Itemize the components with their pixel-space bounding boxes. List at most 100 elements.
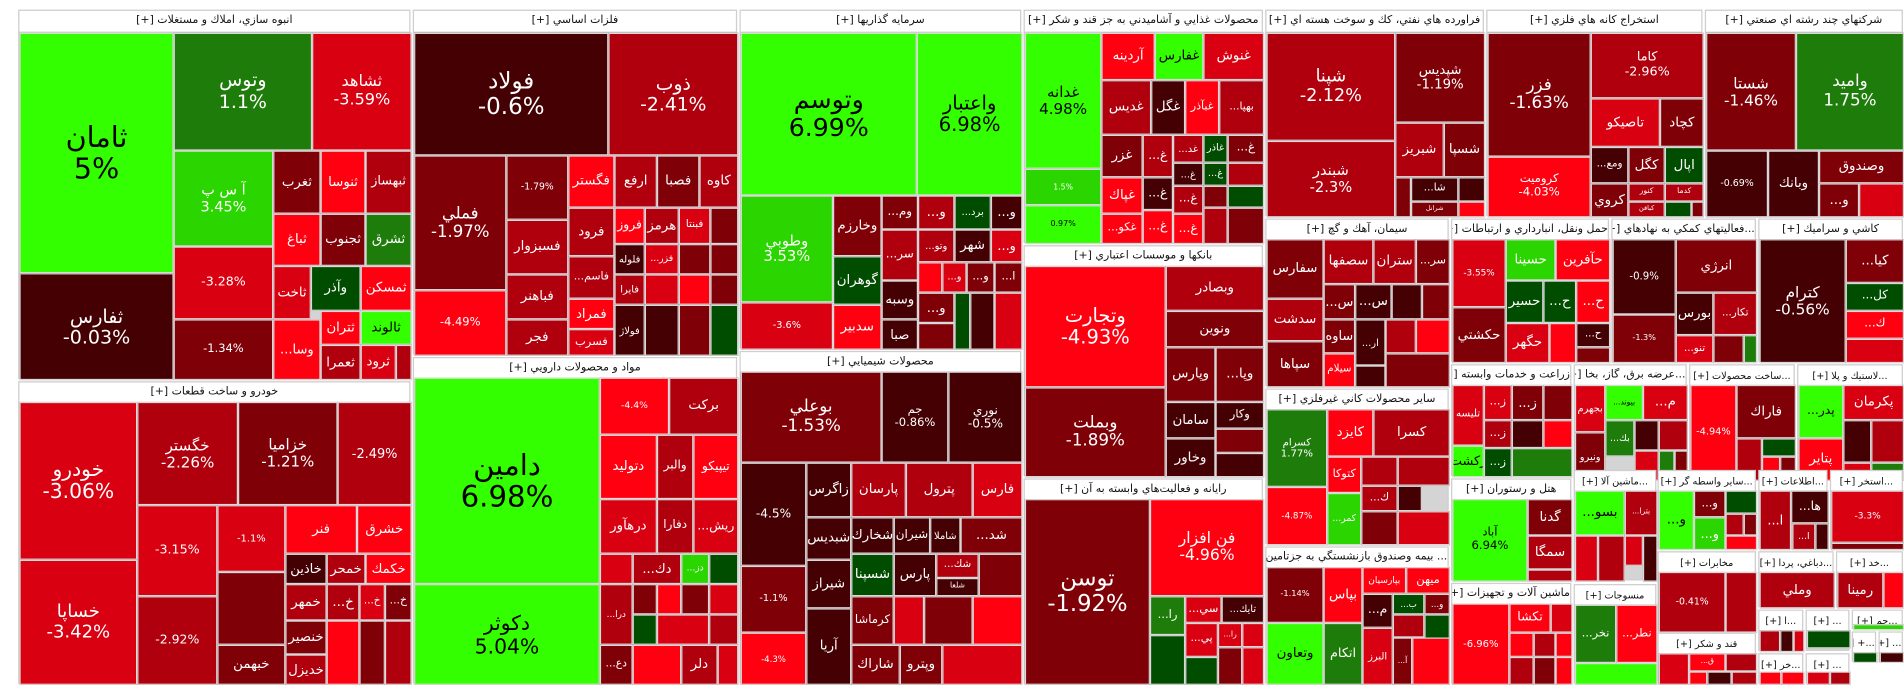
stock-tile[interactable]: ثشرق (365, 213, 412, 266)
stock-tile[interactable]: سر... (881, 229, 919, 281)
stock-tile[interactable]: غ... (1173, 213, 1204, 245)
stock-tile[interactable]: پترول (905, 462, 973, 518)
stock-tile[interactable]: سمگا (1527, 535, 1573, 570)
stock-tile[interactable]: حسير (1505, 280, 1544, 324)
stock-tile[interactable]: كگل (1628, 146, 1665, 184)
stock-tile[interactable]: غ... (1142, 134, 1174, 178)
stock-tile[interactable] (1691, 201, 1704, 218)
stock-tile[interactable] (1385, 353, 1450, 388)
sector-header[interactable]: سيمان، آهك و گچ [+] (1266, 219, 1448, 241)
stock-tile[interactable]: -4.4% (599, 377, 670, 435)
stock-tile[interactable]: كاما -2.96% (1590, 32, 1704, 99)
stock-tile[interactable]: پدر... (1798, 384, 1844, 439)
stock-tile[interactable]: نخر... (1574, 604, 1617, 664)
stock-tile[interactable]: آ س پ 3.45% (173, 150, 274, 247)
stock-tile[interactable]: زكشت (1452, 445, 1484, 478)
stock-tile[interactable] (1853, 624, 1904, 631)
stock-tile[interactable] (1458, 201, 1486, 218)
stock-tile[interactable]: 1.5% (1024, 168, 1102, 206)
sector-header[interactable]: كاشي و سراميك [+] (1759, 219, 1902, 241)
stock-tile[interactable]: فولاژ (614, 304, 645, 356)
stock-tile[interactable]: اپال (1664, 146, 1704, 184)
stock-tile[interactable]: ك... (1361, 485, 1398, 512)
stock-tile[interactable]: وصندوق (1819, 150, 1904, 184)
stock-tile[interactable]: ار... (1355, 319, 1386, 366)
stock-tile[interactable]: -6.96% (1452, 603, 1510, 685)
sector-header[interactable]: مخابرات [+] (1658, 552, 1755, 574)
stock-tile[interactable]: -3.3% (1831, 490, 1904, 543)
stock-tile[interactable]: غپاك (1101, 177, 1143, 214)
stock-tile[interactable]: ز... (1483, 420, 1512, 449)
stock-tile[interactable]: كترام -0.56% (1759, 239, 1846, 364)
stock-tile[interactable]: كنور (1628, 183, 1665, 202)
stock-tile[interactable]: ثرود (360, 344, 396, 381)
stock-tile[interactable]: فگستر (568, 155, 615, 208)
stock-tile[interactable] (1511, 420, 1544, 449)
stock-tile[interactable] (1871, 420, 1904, 463)
stock-tile[interactable]: و... (1424, 593, 1450, 615)
sector-header[interactable]: ...خد [+] (1837, 552, 1902, 574)
stock-tile[interactable]: كروي (1590, 183, 1629, 218)
stock-tile[interactable] (681, 584, 710, 615)
stock-tile[interactable]: وبصادر (1165, 265, 1265, 311)
stock-tile[interactable] (710, 274, 739, 305)
stock-tile[interactable] (1533, 656, 1556, 685)
stock-tile[interactable]: غ... (1142, 177, 1174, 211)
stock-tile[interactable]: غزر (1101, 134, 1143, 178)
sector-header[interactable]: شركتهاي چند رشته اي صنعتي [+] (1706, 10, 1902, 32)
stock-tile[interactable]: وبانك (1768, 150, 1820, 218)
sector-header[interactable]: مواد و محصولات دارويي [+] (414, 358, 736, 379)
stock-tile[interactable]: شاملا (930, 517, 961, 554)
sector-header[interactable]: ... [+] (1879, 632, 1902, 654)
stock-tile[interactable] (1511, 448, 1573, 478)
sector-header[interactable]: رايانه و فعاليت‌هاي وابسته به آن [+] (1024, 479, 1262, 501)
stock-tile[interactable]: شيران (893, 517, 931, 554)
stock-tile[interactable]: شبندر -2.3% (1266, 140, 1396, 218)
stock-tile[interactable]: ح... (1576, 280, 1611, 324)
stock-tile[interactable]: دامين 6.98% (414, 377, 600, 585)
stock-tile[interactable] (1689, 671, 1708, 685)
stock-tile[interactable]: -4.94% (1690, 384, 1737, 481)
stock-tile[interactable]: وخاور (1165, 438, 1216, 478)
stock-tile[interactable]: وپارس (1165, 347, 1216, 402)
stock-tile[interactable]: حآفرين (1555, 239, 1611, 281)
stock-tile[interactable]: فارس (972, 462, 1023, 518)
stock-tile[interactable] (1509, 656, 1534, 685)
stock-tile[interactable]: و... (1693, 517, 1726, 551)
stock-tile[interactable]: ثباغ (273, 213, 321, 266)
stock-tile[interactable] (1883, 571, 1904, 609)
stock-tile[interactable]: وتو... (918, 229, 955, 263)
stock-tile[interactable] (1574, 663, 1658, 685)
stock-tile[interactable] (954, 292, 971, 350)
stock-tile[interactable]: فسبزوار (506, 219, 569, 275)
stock-tile[interactable] (1458, 177, 1486, 202)
stock-tile[interactable]: و... (1693, 490, 1726, 518)
sector-header[interactable]: فراورده هاي نفتي، كك و سوخت هسته اي [+] (1266, 10, 1483, 32)
stock-tile[interactable] (710, 304, 739, 356)
stock-tile[interactable]: فرود (568, 207, 615, 257)
stock-tile[interactable] (1793, 630, 1805, 653)
stock-tile[interactable] (1227, 207, 1265, 245)
stock-tile[interactable]: دكوثر 5.04% (414, 584, 600, 685)
stock-tile[interactable] (978, 553, 1023, 597)
sector-header[interactable]: ...لاستيك و پلا [+] (1798, 365, 1902, 387)
stock-tile[interactable]: ز... (1483, 448, 1512, 478)
stock-tile[interactable] (1576, 347, 1611, 364)
stock-tile[interactable]: بهپا... (1219, 80, 1265, 135)
stock-tile[interactable]: بك... (1605, 420, 1635, 457)
stock-tile[interactable]: كروميت -4.03% (1487, 156, 1591, 218)
stock-tile[interactable]: خبهمن (217, 644, 286, 685)
stock-tile[interactable]: ساوه (1323, 319, 1356, 354)
stock-tile[interactable] (918, 262, 943, 293)
stock-tile[interactable] (710, 207, 739, 245)
stock-tile[interactable] (709, 553, 739, 585)
stock-tile[interactable] (632, 584, 657, 615)
stock-tile[interactable]: غ... (1173, 185, 1204, 214)
stock-tile[interactable]: ق... (1689, 653, 1726, 672)
stock-tile[interactable] (1543, 384, 1573, 421)
stock-tile[interactable]: ثالوند (360, 310, 412, 345)
stock-tile[interactable]: ارفع (614, 155, 657, 208)
sector-header[interactable]: ...ا [+] (1759, 610, 1803, 632)
stock-tile[interactable]: فلوله (614, 244, 645, 275)
stock-tile[interactable]: شيراز (806, 559, 852, 609)
